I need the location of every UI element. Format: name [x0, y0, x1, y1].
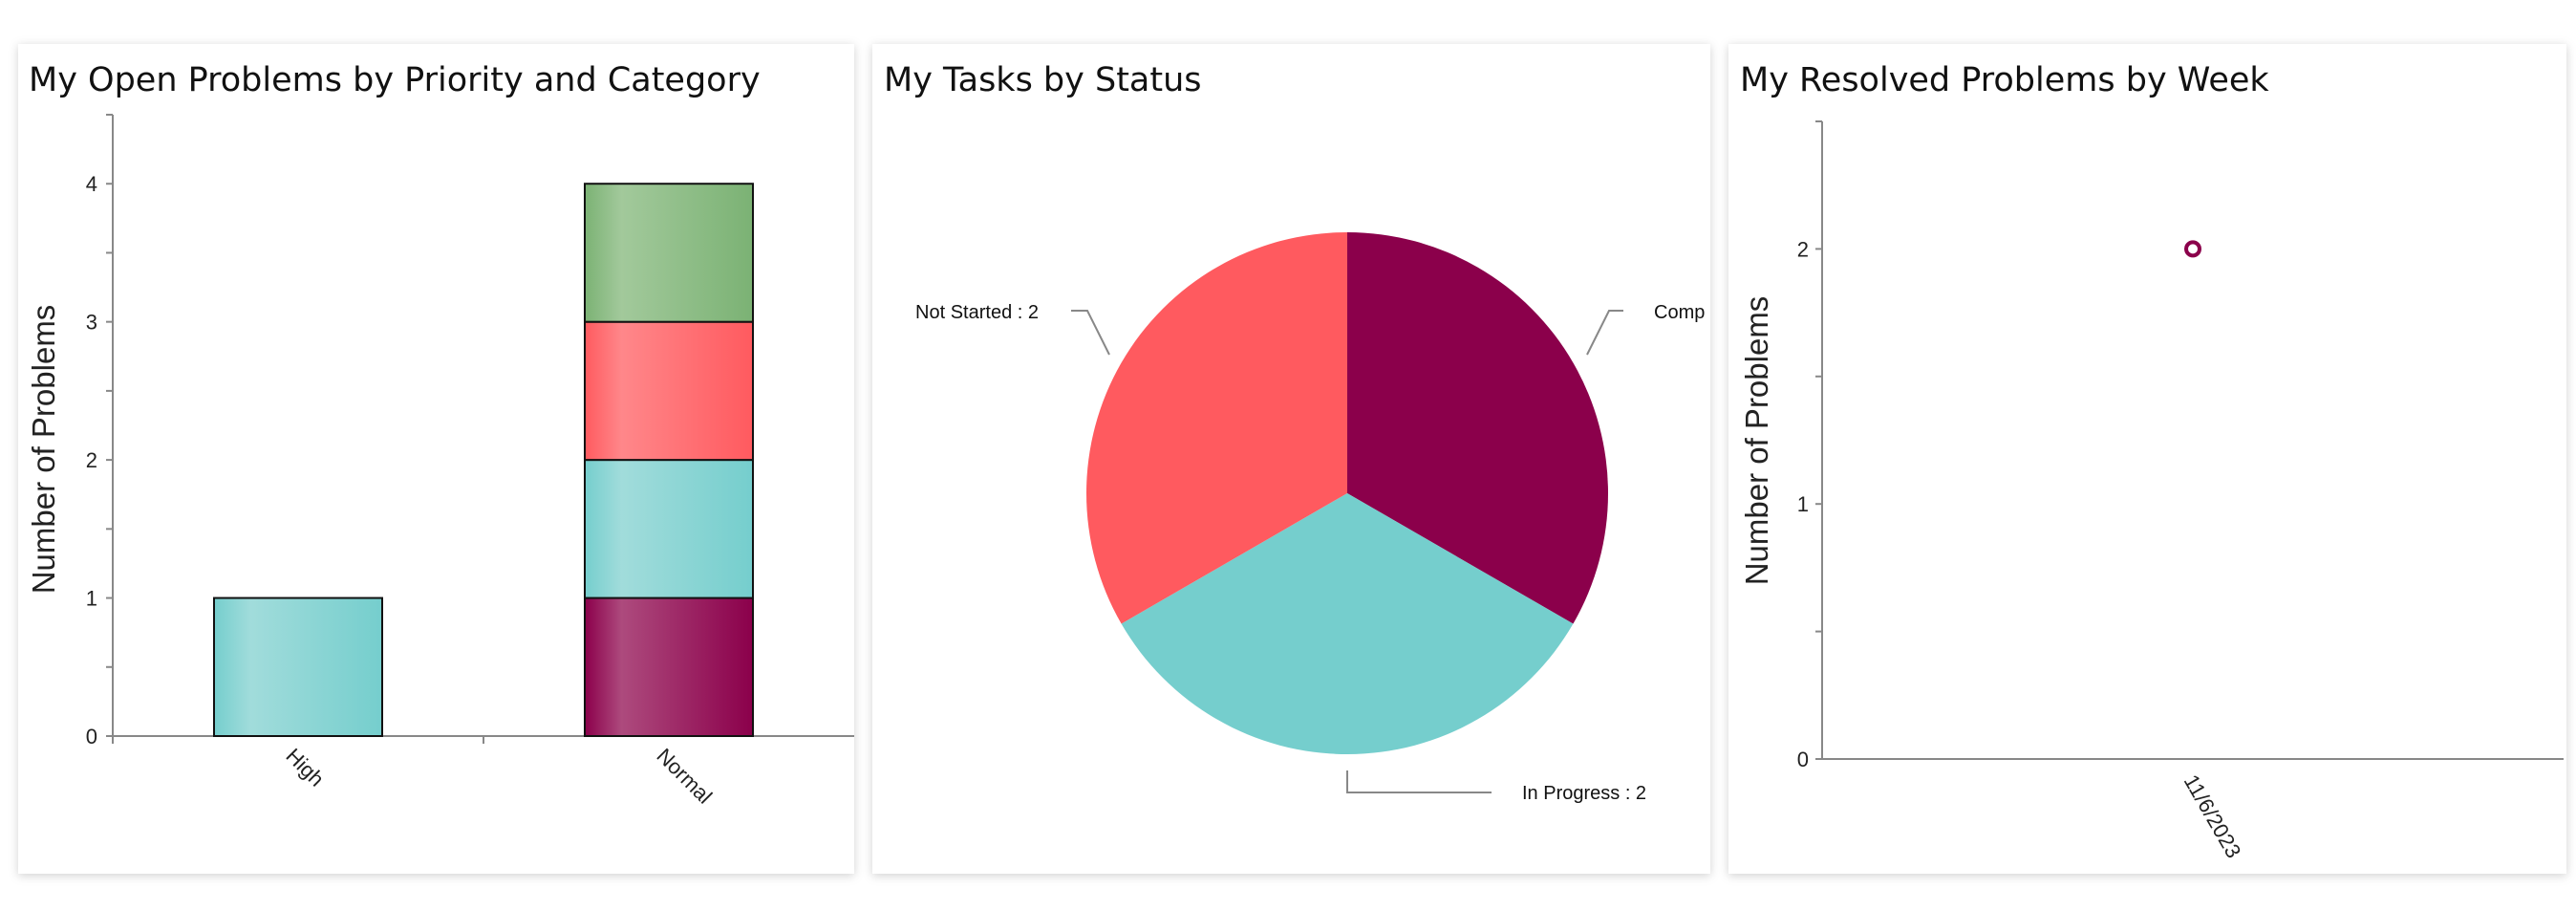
panel-open-problems: My Open Problems by Priority and Categor… [18, 44, 854, 874]
y-tick-label: 0 [1797, 748, 1809, 771]
panel-card [1728, 44, 2566, 874]
chart-title: My Open Problems by Priority and Categor… [29, 61, 761, 99]
bar-segment-normal-2[interactable] [584, 320, 754, 462]
bar-segment-normal-0[interactable] [584, 596, 754, 737]
chart-title: My Resolved Problems by Week [1740, 61, 2269, 99]
pie-chart [1086, 232, 1609, 754]
panel-resolved-problems: My Resolved Problems by Week Number of P… [1728, 44, 2566, 874]
bar-segment-normal-3[interactable] [584, 183, 754, 323]
leader-line-not-started [1071, 310, 1110, 356]
leader-line-completed [1586, 310, 1623, 356]
pie-clip: My Tasks by Status Not Started : 2 Comp … [884, 61, 1705, 804]
y-tick-label: 0 [86, 725, 97, 748]
y-tick-label: 2 [1797, 237, 1809, 261]
pie-slice-in-progress[interactable] [1121, 493, 1574, 754]
chart-title: My Tasks by Status [884, 61, 1202, 99]
y-axis-label: Number of Problems [1739, 296, 1774, 586]
y-tick-label: 2 [86, 448, 97, 472]
y-tick-label: 4 [86, 172, 97, 196]
y-tick-label: 1 [86, 587, 97, 611]
bar-segment-high-1[interactable] [213, 596, 383, 737]
pie-slice-completed[interactable] [1347, 232, 1609, 624]
pie-label-in-progress: In Progress : 2 [1522, 783, 1646, 804]
pie-slice-not-started[interactable] [1086, 232, 1347, 624]
pie-label-not-started: Not Started : 2 [915, 302, 1039, 323]
bar-segment-normal-1[interactable] [584, 459, 754, 599]
y-tick-label: 1 [1797, 492, 1809, 516]
data-point[interactable] [2184, 240, 2201, 258]
leader-line-in-progress [1346, 770, 1492, 793]
panel-tasks-by-status: My Tasks by Status Not Started : 2 Comp … [872, 44, 1710, 874]
y-tick-label: 3 [86, 311, 97, 335]
pie-label-completed: Comp [1654, 302, 1705, 323]
y-axis-label: Number of Problems [26, 305, 61, 595]
